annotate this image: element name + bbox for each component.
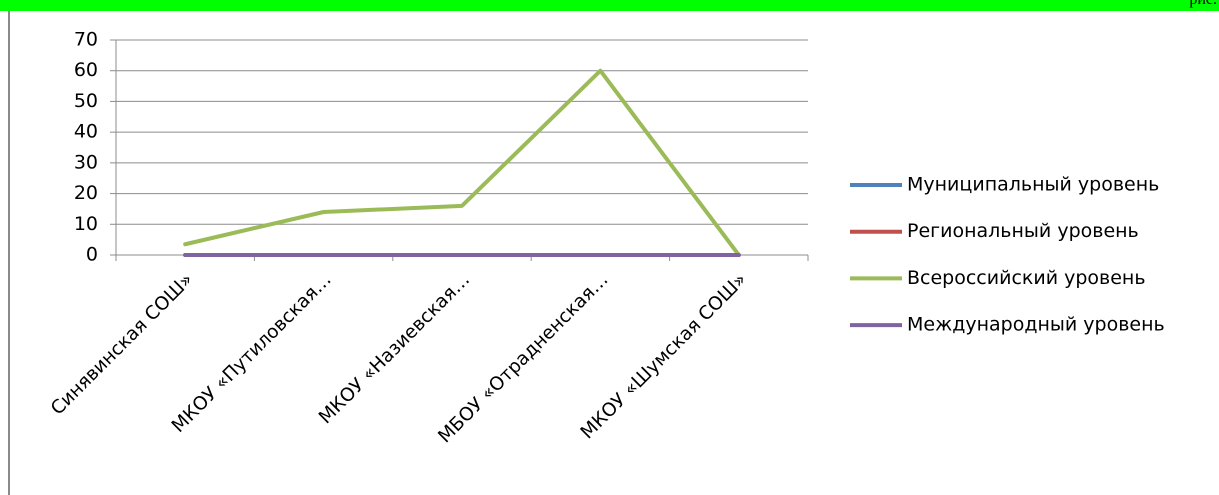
y-tick-label: 60 xyxy=(74,59,98,81)
legend-label: Всероссийский уровень xyxy=(907,267,1146,289)
x-tick-label: Синявинская СОШ» xyxy=(47,269,197,419)
legend: Муниципальный уровень Региональный уровен… xyxy=(850,174,1165,336)
y-tick-label: 30 xyxy=(74,151,98,173)
left-border-line xyxy=(8,11,10,495)
gridlines xyxy=(116,39,808,225)
series-lines xyxy=(183,68,741,257)
x-tick-label: МКОУ «Шумская СОШ» xyxy=(577,269,751,443)
legend-label: Международный уровень xyxy=(907,314,1165,336)
y-tick-label: 50 xyxy=(74,90,98,112)
x-tick-label: МКОУ «Путиловская… xyxy=(168,269,336,437)
y-tick-label: 40 xyxy=(74,121,98,143)
x-axis-ticks: Синявинская СОШ»МКОУ «Путиловская…МКОУ «… xyxy=(47,269,751,447)
y-axis-ticks: 0 10 20 30 40 50 60 70 xyxy=(74,29,116,266)
y-tick-label: 10 xyxy=(74,213,98,235)
series-line xyxy=(183,68,741,257)
legend-label: Муниципальный уровень xyxy=(907,174,1159,196)
top-color-band: рис. xyxy=(0,0,1219,11)
corner-caption: рис. xyxy=(1189,0,1217,9)
axes xyxy=(115,40,809,261)
y-tick-label: 0 xyxy=(86,244,98,266)
legend-label: Региональный уровень xyxy=(907,220,1139,242)
x-tick-label: МКОУ «Назиевская… xyxy=(315,269,474,428)
y-tick-label: 20 xyxy=(74,182,98,204)
y-tick-label: 70 xyxy=(74,29,98,51)
